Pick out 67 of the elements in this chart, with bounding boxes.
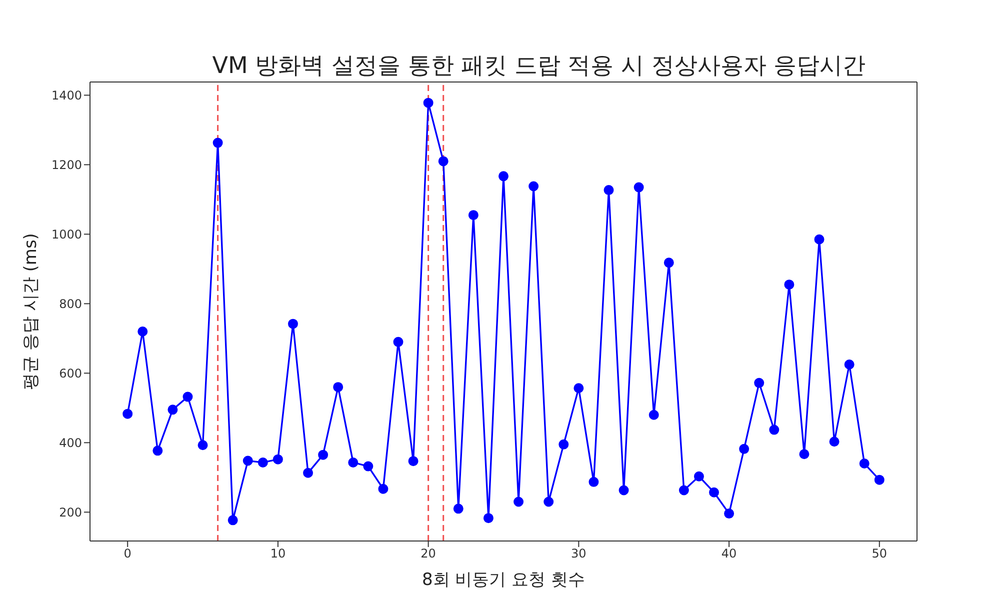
point <box>242 456 253 466</box>
y-tick-label: 1000 <box>51 227 82 242</box>
point <box>468 210 478 220</box>
chart-title: VM 방화벽 설정을 통한 패킷 드랍 적용 시 정상사용자 응답시간 <box>211 52 867 81</box>
point <box>498 171 508 182</box>
point <box>604 185 614 196</box>
x-tick-label: 50 <box>872 546 888 561</box>
point <box>754 378 764 388</box>
point <box>784 280 794 290</box>
point <box>664 258 674 268</box>
point <box>318 450 328 460</box>
point <box>799 449 810 460</box>
point <box>453 504 464 514</box>
y-tick-label: 200 <box>59 505 82 520</box>
point <box>678 485 689 496</box>
point <box>514 496 524 507</box>
y-tick-label: 400 <box>59 436 82 450</box>
x-tick-label: 20 <box>420 546 436 561</box>
point <box>724 508 734 519</box>
point <box>694 471 704 482</box>
point <box>544 496 554 507</box>
point <box>588 476 599 487</box>
point <box>138 326 148 336</box>
point <box>198 440 208 450</box>
point <box>228 515 238 526</box>
point <box>859 458 870 469</box>
point <box>634 182 644 192</box>
point <box>844 359 854 370</box>
x-axis-title: 8회 비동기 요청 횟수 <box>422 570 586 590</box>
point <box>378 484 388 494</box>
x-tick-label: 0 <box>124 546 132 561</box>
point <box>408 456 418 466</box>
point <box>152 446 163 456</box>
point <box>288 318 298 329</box>
point <box>122 408 133 419</box>
point <box>558 439 569 450</box>
point <box>333 382 344 392</box>
point <box>528 181 539 192</box>
point <box>814 234 824 244</box>
point <box>303 468 314 478</box>
point <box>423 98 434 108</box>
point <box>769 424 780 435</box>
y-tick-label: 1400 <box>51 88 82 102</box>
point <box>618 485 629 496</box>
point <box>272 454 283 464</box>
point <box>363 461 374 472</box>
point <box>348 457 358 468</box>
point <box>739 444 750 454</box>
y-tick-label: 600 <box>59 366 82 380</box>
point <box>393 336 404 347</box>
x-tick-label: 10 <box>270 546 286 561</box>
y-tick-label: 800 <box>59 296 82 311</box>
point <box>648 410 659 420</box>
point <box>182 392 193 402</box>
point <box>874 474 884 485</box>
point <box>829 436 840 447</box>
y-axis-title: 평균 응답 시간 (ms) <box>21 233 42 390</box>
point <box>438 156 448 166</box>
point <box>574 383 584 394</box>
point <box>258 457 268 468</box>
point <box>168 404 178 415</box>
x-tick-label: 40 <box>721 546 737 561</box>
x-tick-label: 30 <box>571 546 586 561</box>
point <box>212 138 223 148</box>
point <box>709 487 720 498</box>
point <box>483 513 494 524</box>
y-tick-label: 1200 <box>51 158 82 172</box>
